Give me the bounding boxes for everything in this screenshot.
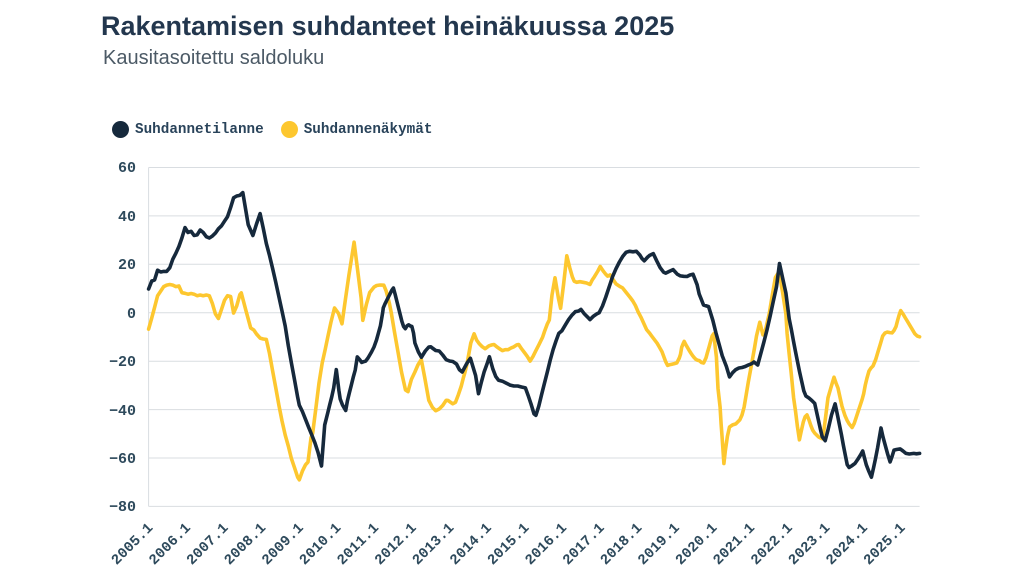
svg-text:−20: −20 [109, 354, 136, 371]
svg-text:2025.1: 2025.1 [861, 520, 909, 568]
svg-text:40: 40 [118, 209, 136, 226]
svg-text:20: 20 [118, 257, 136, 274]
svg-text:−60: −60 [109, 451, 136, 468]
svg-text:60: 60 [118, 160, 136, 177]
svg-text:0: 0 [127, 306, 136, 323]
svg-text:−40: −40 [109, 403, 136, 420]
svg-text:−80: −80 [109, 499, 136, 516]
